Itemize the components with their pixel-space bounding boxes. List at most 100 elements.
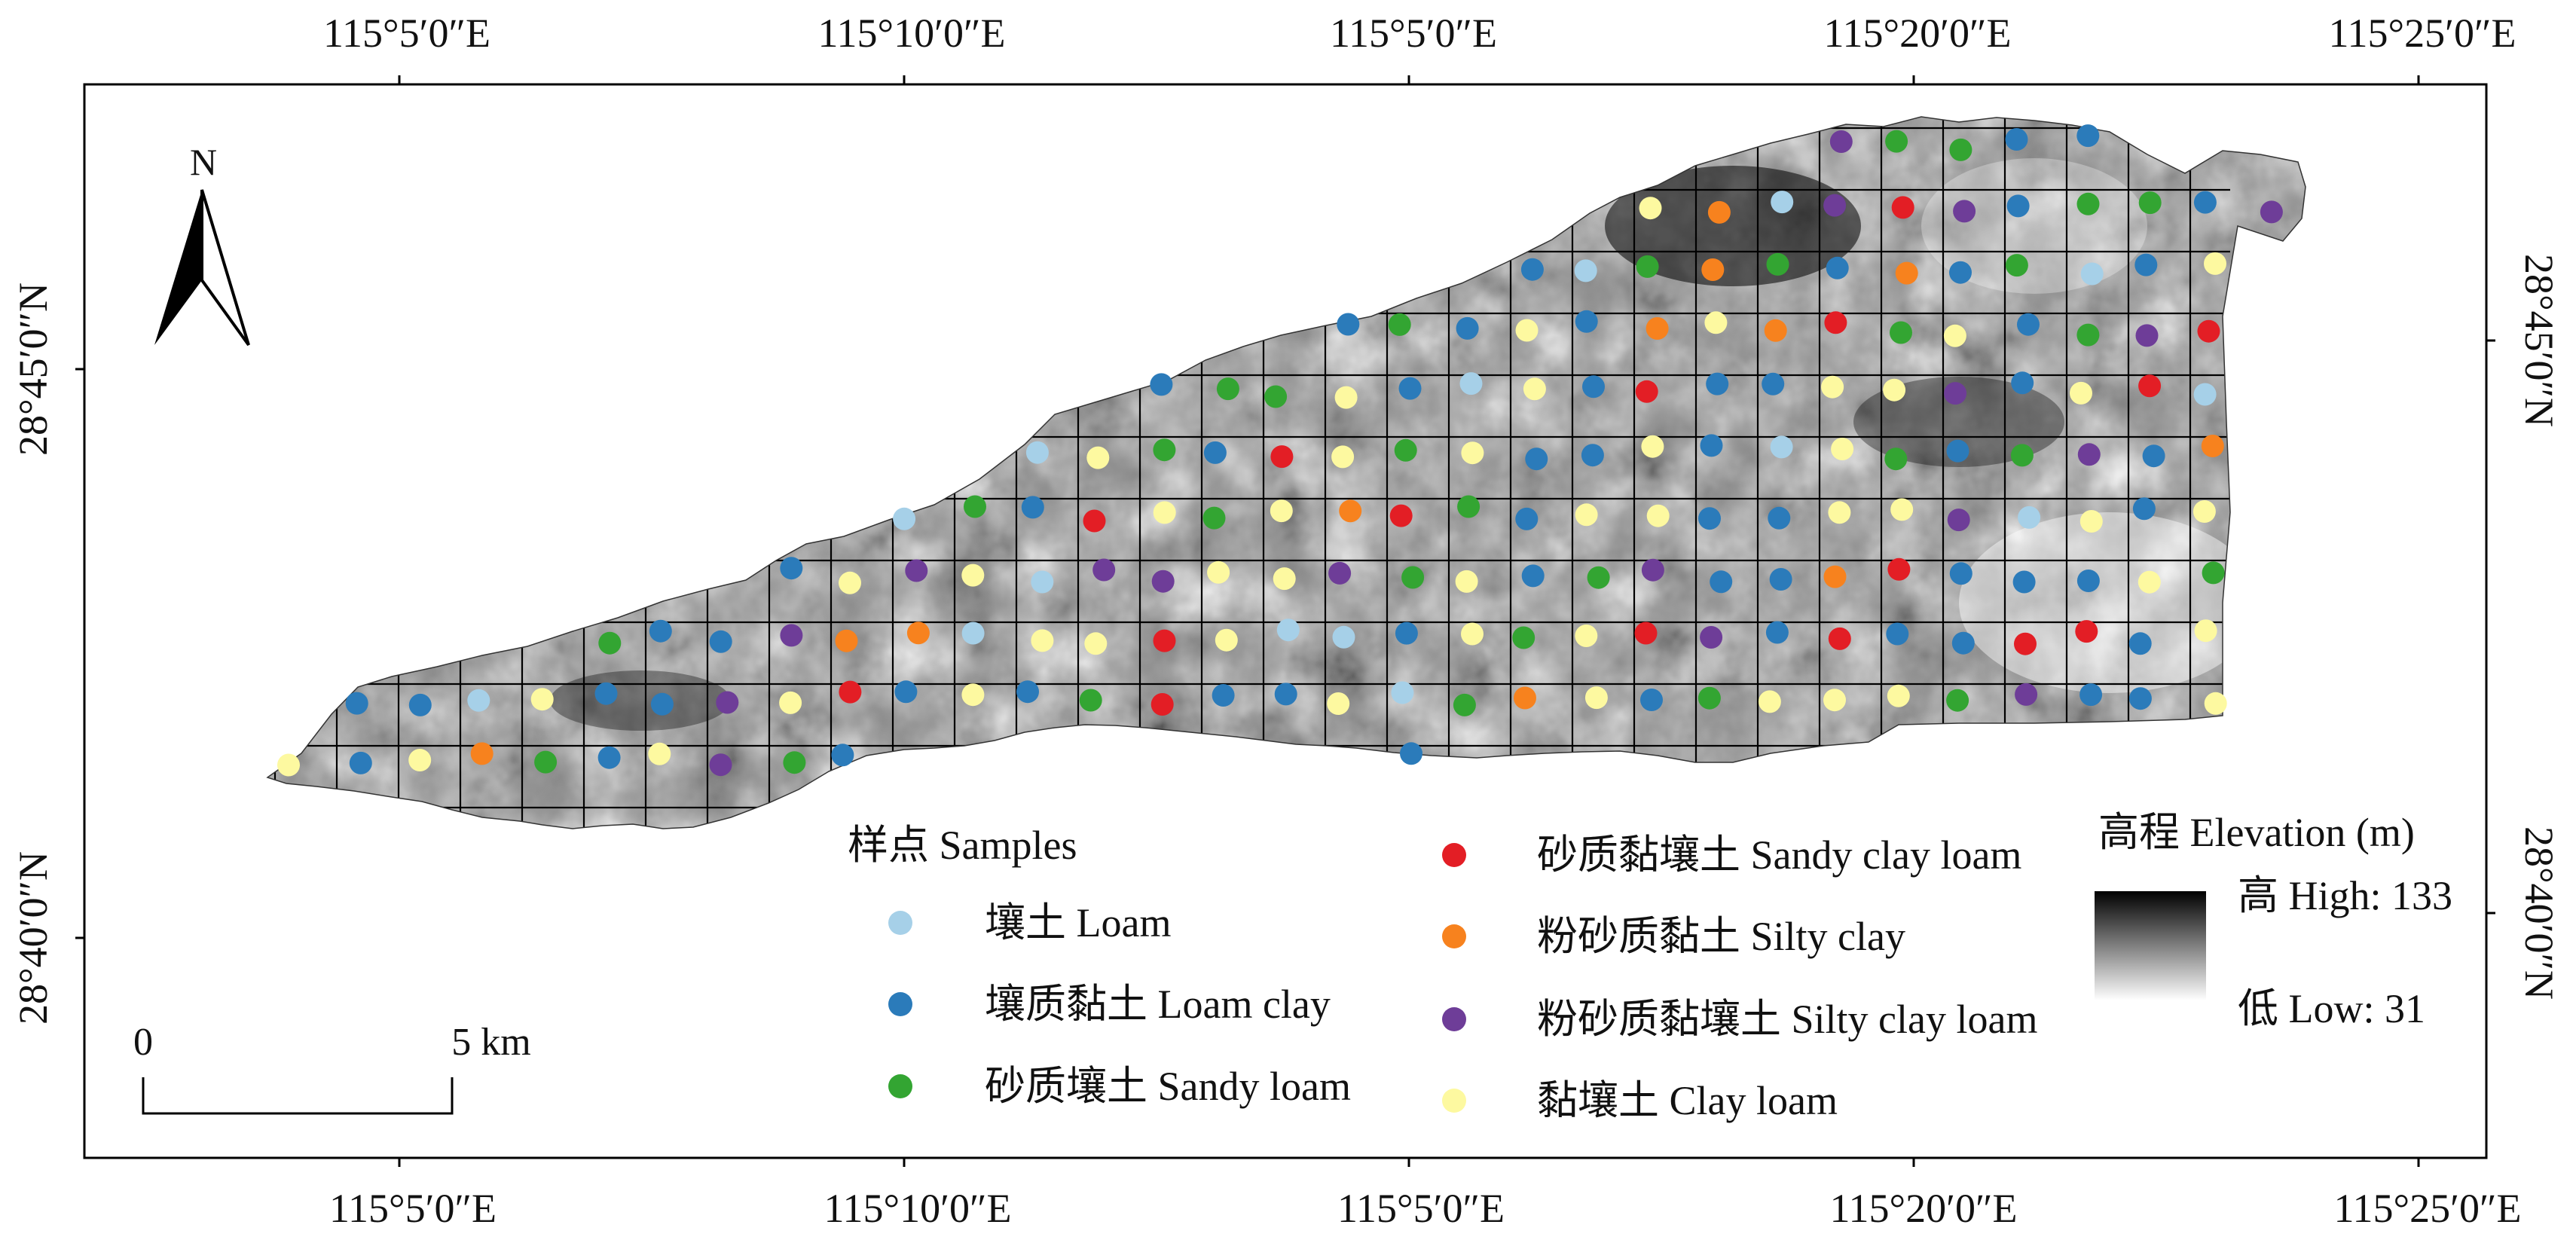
sample-point bbox=[2138, 374, 2162, 398]
elevation-high-label: 高 High: 133 bbox=[2238, 873, 2452, 918]
graticule-left: 28°45′0″N 28°40′0″N bbox=[11, 282, 56, 1025]
sample-point bbox=[1944, 382, 1967, 405]
samples-legend: 样点 Samples 壤土 Loam 壤质黏土 Loam clay 砂质壤土 S… bbox=[848, 823, 2037, 1123]
sample-point bbox=[2079, 683, 2103, 707]
sample-point bbox=[345, 692, 368, 715]
sample-point bbox=[1264, 385, 1288, 408]
sample-point bbox=[1885, 130, 1908, 153]
scale-bar: 0 5 km bbox=[133, 1021, 531, 1115]
sample-point bbox=[1207, 560, 1230, 584]
sample-point bbox=[831, 744, 854, 767]
sample-point bbox=[1949, 562, 1972, 585]
sample-point bbox=[1886, 622, 1909, 646]
sample-point bbox=[1584, 686, 1608, 710]
sample-point bbox=[1700, 626, 1723, 649]
sample-point bbox=[1084, 632, 1108, 655]
sample-point bbox=[1831, 438, 1854, 460]
sample-point bbox=[709, 630, 732, 653]
sample-point bbox=[1946, 689, 1969, 712]
sample-point bbox=[905, 559, 928, 582]
legend-swatch-silty-clay bbox=[1442, 924, 1466, 948]
sample-point bbox=[1153, 501, 1176, 524]
sample-point bbox=[1270, 445, 1294, 469]
sample-point bbox=[1461, 622, 1484, 646]
sample-point bbox=[2193, 500, 2216, 523]
tick-top-1: 115°5′0″E bbox=[323, 11, 490, 56]
sample-point bbox=[1086, 446, 1110, 469]
sample-point bbox=[1394, 438, 1417, 462]
sample-point bbox=[780, 557, 803, 580]
sample-point bbox=[1332, 625, 1355, 649]
north-arrow-icon bbox=[154, 190, 202, 345]
sample-point bbox=[1640, 689, 1663, 711]
sample-point bbox=[1575, 310, 1598, 333]
sample-point bbox=[1150, 693, 1174, 716]
sample-point bbox=[1273, 567, 1296, 591]
sample-point bbox=[1646, 504, 1670, 527]
sample-point bbox=[1884, 447, 1908, 471]
sample-point bbox=[1707, 200, 1731, 224]
graticule-right: 28°45′0″N 28°40′0″N bbox=[2516, 254, 2562, 1000]
sample-point bbox=[2193, 191, 2217, 214]
tick-bottom-1: 115°5′0″E bbox=[329, 1186, 497, 1231]
sample-point bbox=[1826, 256, 1849, 279]
sample-point bbox=[1083, 509, 1106, 533]
sample-point bbox=[1514, 686, 1536, 710]
sample-point bbox=[2204, 252, 2226, 275]
sample-point bbox=[1521, 564, 1545, 588]
sample-point bbox=[961, 622, 985, 645]
sample-point bbox=[1771, 191, 1794, 214]
sample-point bbox=[1949, 261, 1972, 284]
sample-point bbox=[530, 688, 554, 711]
graticule-bottom: 115°5′0″E 115°10′0″E 115°5′0″E 115°20′0″… bbox=[329, 1186, 2521, 1231]
sample-point bbox=[779, 691, 802, 714]
sample-point bbox=[1461, 441, 1484, 465]
sample-point bbox=[2132, 497, 2156, 521]
sample-point bbox=[1890, 321, 1912, 344]
sample-point bbox=[2260, 200, 2283, 224]
sample-point bbox=[1575, 503, 1598, 527]
sample-point bbox=[1768, 506, 1791, 530]
sample-point bbox=[1151, 570, 1175, 593]
sample-point bbox=[2194, 619, 2217, 643]
sample-point bbox=[1031, 629, 1054, 652]
sample-point bbox=[1031, 570, 1054, 594]
sample-point bbox=[1951, 631, 1975, 655]
scale-start-label: 0 bbox=[133, 1021, 153, 1064]
sample-point bbox=[1646, 317, 1669, 340]
sample-point bbox=[893, 507, 916, 530]
sample-point bbox=[1203, 441, 1227, 464]
sample-point bbox=[1758, 690, 1781, 713]
sample-point bbox=[1389, 504, 1413, 527]
sample-point bbox=[835, 629, 858, 652]
sample-point bbox=[2010, 444, 2034, 467]
sample-point bbox=[2012, 570, 2036, 594]
sample-point bbox=[1887, 557, 1911, 581]
sample-point bbox=[1770, 435, 1793, 459]
sample-point bbox=[1697, 686, 1721, 710]
tick-bottom-5: 115°25′0″E bbox=[2334, 1186, 2522, 1231]
tick-top-5: 115°25′0″E bbox=[2329, 11, 2516, 56]
sample-point bbox=[2076, 124, 2100, 148]
sample-point bbox=[2015, 683, 2038, 706]
sample-point bbox=[1215, 628, 1238, 652]
sample-point bbox=[1701, 258, 1725, 281]
sample-point bbox=[408, 693, 432, 716]
sample-point bbox=[1456, 316, 1479, 340]
sample-point bbox=[1455, 570, 1478, 593]
sample-point bbox=[1212, 684, 1235, 707]
sample-point bbox=[1634, 622, 1658, 645]
sample-point bbox=[2077, 443, 2101, 466]
sample-point bbox=[1395, 622, 1418, 645]
legend-label-clay-loam: 黏壤土 Clay loam bbox=[1537, 1078, 1838, 1123]
sample-point bbox=[1331, 445, 1355, 469]
legend-label-loam: 壤土 Loam bbox=[985, 900, 1171, 945]
samples-legend-title: 样点 Samples bbox=[848, 823, 1077, 868]
sample-point bbox=[1943, 324, 1966, 347]
sample-point bbox=[1641, 435, 1664, 458]
sample-point bbox=[1150, 373, 1173, 396]
sample-point bbox=[1946, 439, 1969, 463]
sample-point bbox=[783, 751, 806, 774]
sample-point bbox=[594, 682, 618, 705]
sample-point bbox=[2079, 510, 2103, 533]
